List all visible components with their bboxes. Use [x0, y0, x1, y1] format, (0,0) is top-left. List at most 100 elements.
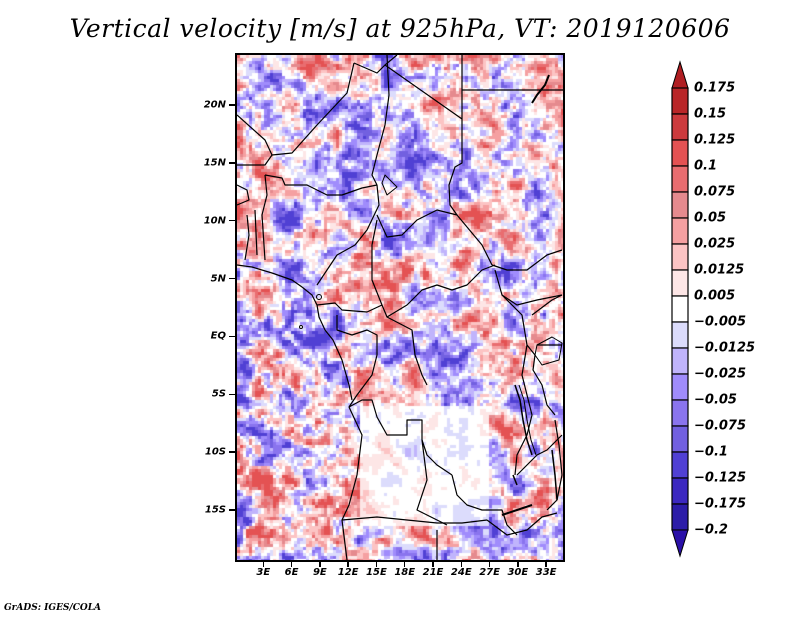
x-tick-mark	[375, 562, 378, 567]
colorbar-label: 0.0125	[694, 262, 745, 278]
border-benin-togo	[244, 209, 258, 261]
border-gabon-congo	[336, 315, 378, 408]
border-niger-nigeria	[264, 174, 378, 196]
colorbar-label: −0.075	[694, 418, 747, 434]
x-tick-label: 24E	[450, 567, 472, 578]
colorbar-box	[671, 243, 689, 271]
border-angola-east	[416, 439, 448, 526]
border-angola-namibia	[341, 516, 488, 524]
border-namibia-zambia	[436, 512, 558, 560]
colorbar-label: −0.005	[694, 314, 747, 330]
y-tick-mark	[229, 393, 235, 395]
x-tick-mark	[262, 562, 265, 567]
colorbar-box	[671, 399, 689, 427]
x-tick-label: 27E	[479, 567, 500, 578]
x-tick-mark	[517, 562, 519, 567]
colorbar-box	[671, 269, 689, 297]
x-tick-mark	[290, 562, 293, 567]
lake-tanganyika-2	[518, 384, 537, 456]
border-nigeria-west	[261, 174, 268, 261]
border-nigeria-cameroon	[316, 184, 380, 286]
y-tick-mark	[229, 162, 235, 164]
lake-tanganyika	[514, 384, 533, 456]
y-tick-mark	[229, 219, 235, 222]
lake-nasser	[531, 74, 550, 104]
colorbar-label: 0.1	[694, 158, 718, 174]
colorbar-label: −0.125	[694, 470, 747, 486]
colorbar-label: 0.075	[694, 184, 736, 200]
colorbar-box	[671, 347, 689, 375]
x-tick-mark	[432, 562, 434, 567]
y-tick-label: 15N	[203, 157, 226, 169]
y-tick-label: 15S	[204, 504, 226, 516]
y-tick-label: 10N	[203, 215, 226, 227]
border-sudan-south-sudan	[491, 249, 563, 271]
border-burkina	[237, 184, 250, 206]
y-tick-mark	[229, 451, 235, 453]
country-borders	[237, 55, 563, 560]
x-tick-label: 21E	[422, 567, 444, 578]
border-cameroon-gabon	[316, 302, 383, 313]
x-tick-mark	[488, 562, 491, 567]
y-tick-mark	[229, 104, 235, 106]
colorbar-label: −0.175	[694, 496, 747, 512]
x-tick-label: 6E	[284, 567, 299, 578]
border-malawi	[546, 419, 563, 511]
colorbar-label: 0.15	[694, 106, 727, 122]
lake-mweru	[512, 474, 518, 486]
border-uganda-kenya	[531, 294, 563, 346]
y-tick-label: EQ	[210, 330, 226, 342]
x-tick-mark	[545, 562, 547, 567]
colorbar-box	[671, 295, 689, 323]
colorbar-box	[671, 87, 689, 115]
border-car-drc	[386, 264, 496, 318]
colorbar-box	[671, 373, 689, 401]
colorbar-label: −0.1	[694, 444, 728, 460]
border-chad-sudan	[448, 119, 463, 216]
island-sao-tome	[299, 325, 303, 329]
colorbar-label: −0.05	[694, 392, 737, 408]
plot-title: Vertical velocity [m/s] at 925hPa, VT: 2…	[69, 14, 731, 43]
colorbar-box	[671, 503, 689, 531]
y-tick-label: 10S	[204, 446, 226, 458]
x-tick-mark	[319, 562, 321, 567]
border-car-cameroon	[371, 219, 383, 306]
colorbar-label: 0.005	[694, 288, 736, 304]
y-tick-mark	[229, 277, 235, 280]
border-congo-drc	[381, 304, 428, 386]
x-tick-label: 3E	[256, 567, 271, 578]
x-tick-mark	[460, 562, 463, 567]
lake-malawi	[551, 449, 558, 501]
x-tick-label: 9E	[312, 567, 327, 578]
border-rwanda-tanzania	[526, 344, 556, 416]
colorbar-box	[671, 425, 689, 453]
colorbar-label: −0.025	[694, 366, 747, 382]
x-tick-label: 18E	[394, 567, 416, 578]
x-tick-mark	[403, 562, 406, 567]
colorbar-bottom-arrow	[671, 529, 689, 558]
y-tick-label: 5N	[210, 273, 226, 285]
colorbar-label: 0.025	[694, 236, 736, 252]
colorbar-box	[671, 451, 689, 479]
colorbar-box	[671, 165, 689, 193]
colorbar-label: 0.05	[694, 210, 727, 226]
border-libya-niger	[353, 55, 398, 74]
colorbar-label: 0.125	[694, 132, 736, 148]
y-tick-label: 20N	[203, 99, 226, 111]
border-algeria-niger	[237, 62, 355, 156]
border-angola-zambia	[451, 474, 518, 536]
x-tick-mark	[347, 562, 349, 567]
x-tick-label: 15E	[366, 567, 387, 578]
x-tick-label: 12E	[337, 567, 359, 578]
colorbar-top-arrow	[671, 60, 689, 89]
vertical-velocity-field	[237, 55, 563, 560]
border-drc-east	[501, 294, 533, 476]
border-angola-west-coast	[341, 406, 363, 560]
x-tick-label: 33E	[535, 567, 557, 578]
colorbar-box	[671, 321, 689, 349]
lake-victoria	[534, 336, 563, 366]
border-libya-chad	[384, 55, 463, 120]
y-tick-mark	[229, 335, 235, 338]
border-south-sudan-east	[494, 269, 563, 306]
border-niger-chad	[371, 55, 390, 186]
